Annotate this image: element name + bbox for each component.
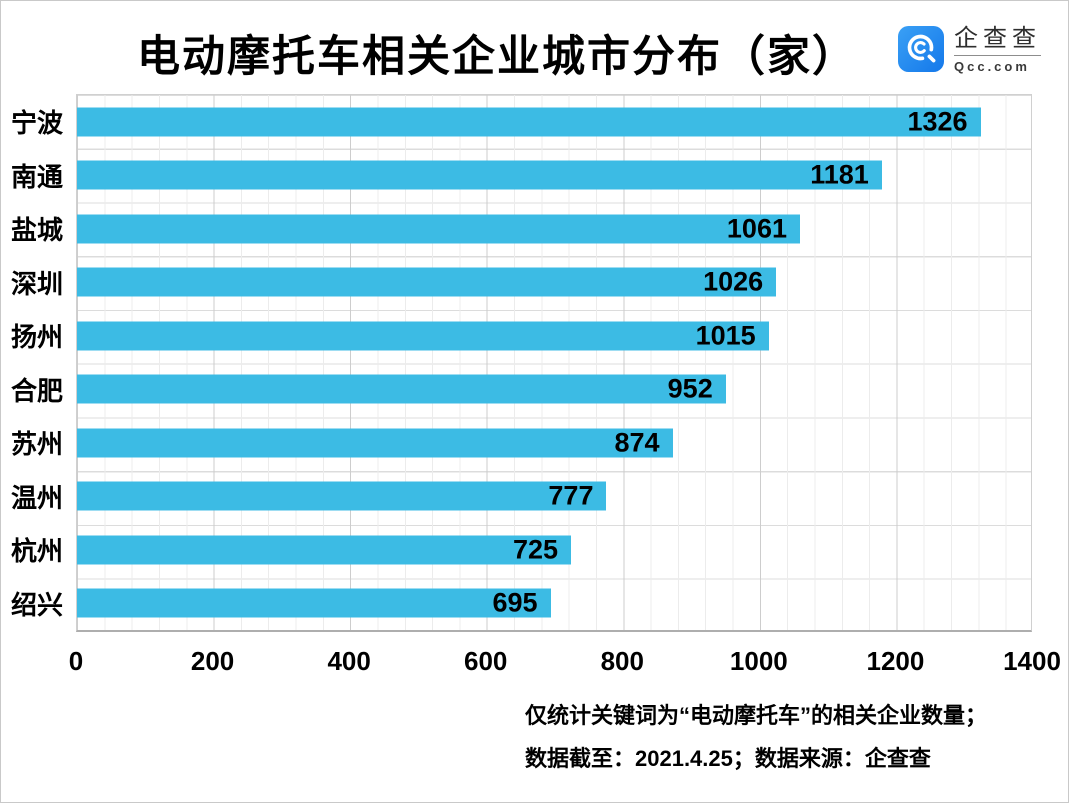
bar-value-label: 695 [492,587,538,618]
category-label: 盐城 [11,215,64,246]
bar-row: 深圳 1026 [11,256,1031,310]
bar-row: 盐城 1061 [11,202,1031,256]
bar-row: 温州 777 [11,470,1031,524]
bar-row: 苏州 874 [11,416,1031,470]
x-tick-label: 800 [600,646,644,676]
x-tick-label: 1000 [729,646,788,676]
qcc-logo: 企查查 Qcc.com [898,26,1041,74]
category-label: 苏州 [11,429,64,460]
qcc-logo-domain: Qcc.com [954,59,1030,75]
bar-value-label: 952 [667,373,713,404]
category-label: 绍兴 [11,589,64,620]
category-label: 温州 [11,482,64,513]
x-tick-label: 400 [327,646,371,676]
x-tick-label: 1200 [866,646,925,676]
bar-value-label: 1061 [726,213,787,244]
x-tick-label: 1400 [1003,646,1061,676]
bar: 1026 [77,266,777,297]
bar: 695 [77,587,551,618]
bar-row: 宁波 1326 [11,95,1031,149]
category-label: 扬州 [11,322,64,353]
x-tick-label: 600 [464,646,508,676]
x-axis: 0 200 400 600 800 1000 1200 1400 [69,646,1061,678]
footnote: 仅统计关键词为“电动摩托车”的相关企业数量； 数据截至：2021.4.25；数据… [525,694,987,780]
bar-row: 南通 1181 [11,149,1031,203]
qcc-logo-icon [898,26,944,72]
bar-value-label: 874 [614,427,660,458]
chart-title: 电动摩托车相关企业城市分布（家） [137,33,857,81]
bar-row: 扬州 1015 [11,309,1031,363]
x-tick-label: 200 [190,646,235,676]
bar-value-label: 1181 [810,159,869,190]
bar: 874 [77,427,673,458]
bar: 1015 [77,320,769,351]
bar: 725 [77,534,572,565]
bar-value-label: 1326 [907,106,968,137]
bar-value-label: 725 [512,534,559,565]
bar: 777 [77,480,607,511]
bar: 952 [77,373,726,404]
bar-value-label: 1015 [695,320,756,351]
bar-value-label: 1026 [703,266,764,297]
x-tick-label: 0 [68,646,84,676]
qcc-logo-text: 企查查 Qcc.com [954,26,1041,74]
category-label: 南通 [11,161,64,192]
qcc-logo-name: 企查查 [954,26,1041,57]
bar: 1181 [77,159,882,190]
bar: 1061 [77,213,800,244]
footnote-line2: 数据截至：2021.4.25；数据来源：企查查 [525,746,931,771]
bar-row: 绍兴 695 [11,577,1031,631]
category-label: 宁波 [11,108,64,139]
bar-value-label: 777 [548,480,594,511]
category-label: 杭州 [11,536,64,567]
category-label: 深圳 [11,268,64,299]
footnote-line1: 仅统计关键词为“电动摩托车”的相关企业数量； [525,703,988,728]
bar: 1326 [77,106,981,137]
plot-area: 宁波 1326 南通 1181 盐城 1061 深圳 1026 扬州 1015 合肥 952 苏州 874… [11,94,1032,632]
category-label: 合肥 [11,375,64,406]
bar-row: 杭州 725 [11,523,1031,577]
bar-row: 合肥 952 [11,363,1031,417]
